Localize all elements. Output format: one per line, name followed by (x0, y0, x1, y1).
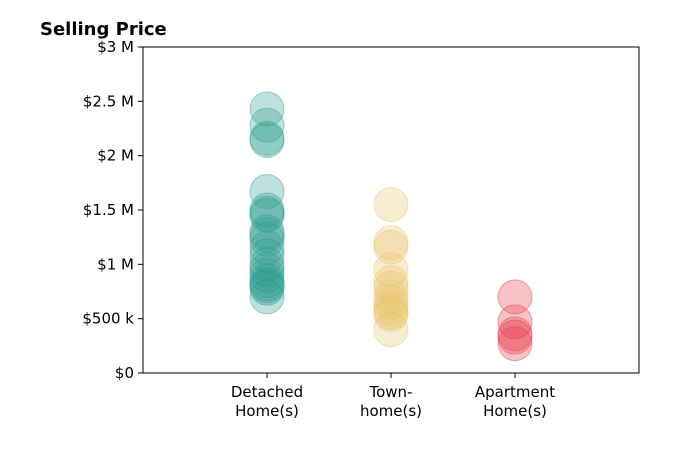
x-tick-label: Detached Home(s) (231, 383, 303, 420)
x-axis: Detached Home(s) Town-home(s) Apartment Home… (231, 373, 555, 420)
data-point (497, 326, 533, 362)
x-tick-label: Apartment Home(s) (475, 383, 555, 420)
data-point (249, 217, 285, 253)
data-point (373, 296, 409, 332)
data-point (249, 263, 285, 299)
data-point (497, 319, 533, 355)
data-point (373, 187, 409, 223)
data-point (373, 270, 409, 306)
data-point (497, 279, 533, 315)
data-point (373, 229, 409, 265)
data-point (373, 294, 409, 330)
data-point (373, 290, 409, 326)
data-point (249, 174, 285, 210)
x-tick-label: Town-home(s) (360, 383, 422, 420)
data-point (373, 312, 409, 348)
y-tick-label: $1 M (97, 255, 134, 273)
plot-points (249, 91, 533, 362)
data-point (373, 252, 409, 288)
data-point (249, 238, 285, 274)
data-point (249, 230, 285, 266)
data-point (497, 304, 533, 340)
data-point (249, 279, 285, 315)
data-point (249, 192, 285, 228)
data-point (249, 270, 285, 306)
data-point (497, 316, 533, 352)
y-tick-label: $500 k (82, 310, 134, 328)
y-tick-label: $2 M (97, 147, 134, 165)
data-point (373, 279, 409, 315)
data-point (249, 122, 285, 158)
y-tick-label: $1.5 M (83, 201, 134, 219)
data-point (249, 221, 285, 257)
data-point (249, 214, 285, 250)
data-point (373, 284, 409, 320)
data-point (373, 225, 409, 261)
data-point (249, 120, 285, 156)
data-point (249, 197, 285, 233)
y-tick-label: $0 (115, 364, 134, 382)
data-point (249, 246, 285, 282)
data-point (373, 265, 409, 301)
data-point (249, 266, 285, 302)
y-tick-label: $2.5 M (83, 92, 134, 110)
data-point (249, 252, 285, 288)
data-point (249, 195, 285, 231)
chart-title: Selling Price (40, 19, 167, 40)
data-point (249, 91, 285, 127)
y-axis: $0 $500 k $1 M $1.5 M $2 M $2.5 M $3 M (82, 38, 143, 382)
data-point (249, 268, 285, 304)
data-point (249, 107, 285, 143)
data-point (249, 257, 285, 293)
y-tick-label: $3 M (97, 38, 134, 56)
